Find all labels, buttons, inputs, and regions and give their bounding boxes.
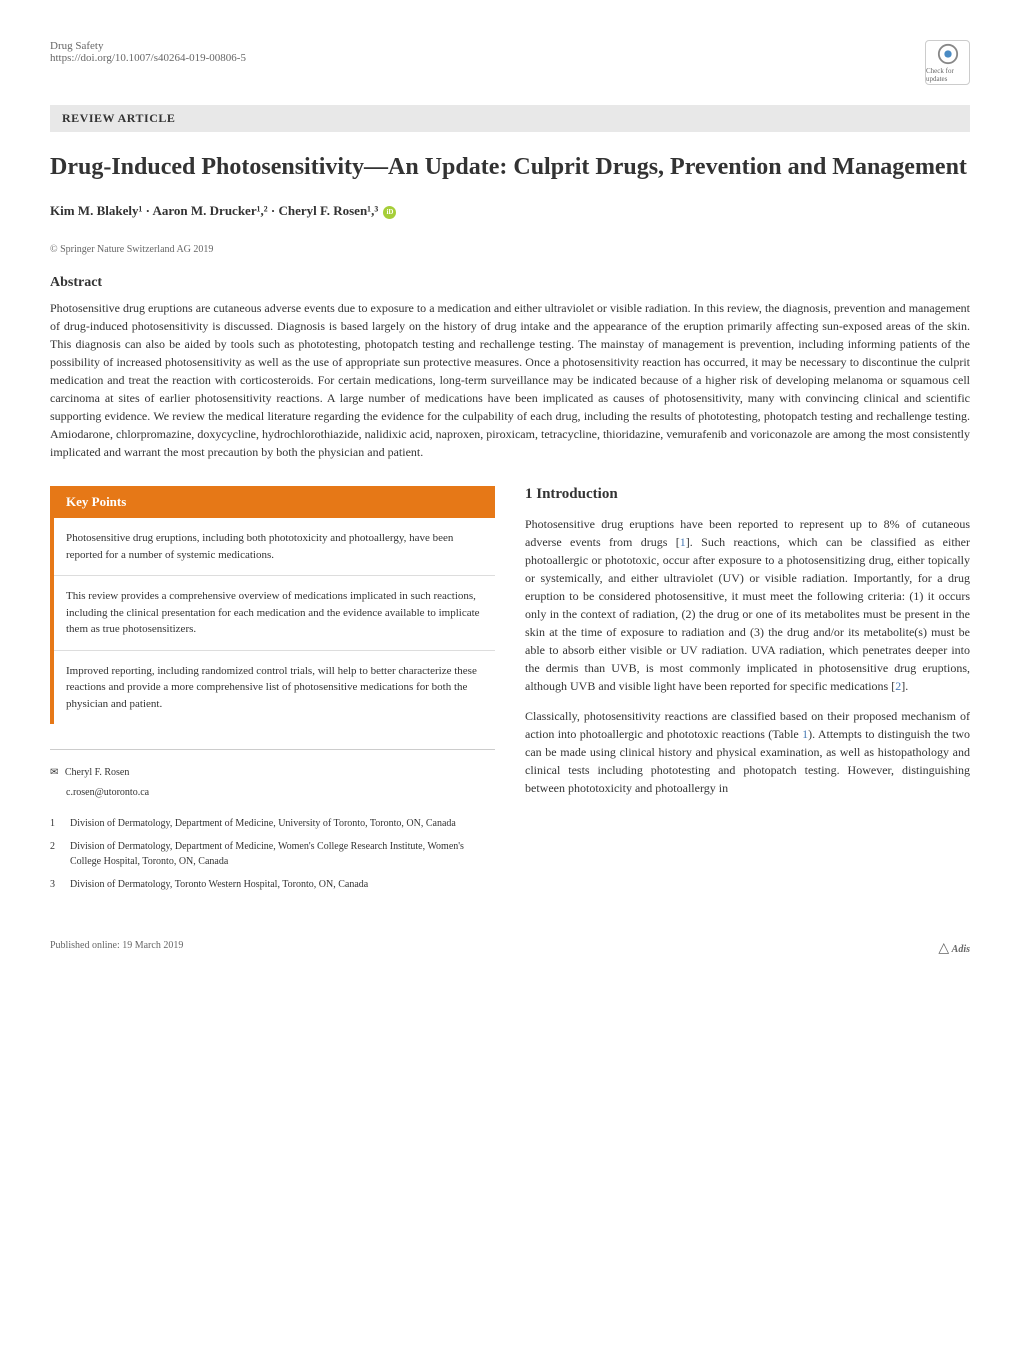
affiliation-num: 1 xyxy=(50,816,55,831)
published-date: Published online: 19 March 2019 xyxy=(50,940,183,957)
journal-info: Drug Safety https://doi.org/10.1007/s402… xyxy=(50,40,246,64)
key-point: This review provides a comprehensive ove… xyxy=(54,576,495,651)
journal-doi: https://doi.org/10.1007/s40264-019-00806… xyxy=(50,52,246,64)
article-type: REVIEW ARTICLE xyxy=(50,105,970,132)
affiliation: 1 Division of Dermatology, Department of… xyxy=(50,816,495,831)
key-point: Improved reporting, including randomized… xyxy=(54,651,495,725)
affiliations: 1 Division of Dermatology, Department of… xyxy=(50,816,495,892)
check-updates-badge[interactable]: Check for updates xyxy=(925,40,970,85)
authors: Kim M. Blakely¹ · Aaron M. Drucker¹,² · … xyxy=(50,203,970,219)
two-column-layout: Key Points Photosensitive drug eruptions… xyxy=(50,486,970,900)
affiliation-text: Division of Dermatology, Department of M… xyxy=(70,818,456,829)
key-point: Photosensitive drug eruptions, including… xyxy=(54,518,495,576)
correspondence-email: c.rosen@utoronto.ca xyxy=(50,785,495,801)
orcid-icon[interactable] xyxy=(383,206,396,219)
corresponding-author: ✉ Cheryl F. Rosen xyxy=(50,765,495,781)
footer: Published online: 19 March 2019 △ Adis xyxy=(50,940,970,957)
journal-header: Drug Safety https://doi.org/10.1007/s402… xyxy=(50,40,970,85)
triangle-icon: △ xyxy=(938,941,949,956)
text: ]. Such reactions, which can be classifi… xyxy=(525,535,970,693)
affiliation-num: 3 xyxy=(50,877,55,892)
check-updates-label: Check for updates xyxy=(926,67,969,83)
affiliation-num: 2 xyxy=(50,839,55,854)
journal-name: Drug Safety xyxy=(50,40,246,52)
left-column: Key Points Photosensitive drug eruptions… xyxy=(50,486,495,900)
envelope-icon: ✉ xyxy=(50,765,58,781)
check-updates-icon xyxy=(937,43,959,65)
abstract-heading: Abstract xyxy=(50,275,970,291)
correspondence-name: Cheryl F. Rosen xyxy=(65,767,129,778)
correspondence-block: ✉ Cheryl F. Rosen c.rosen@utoronto.ca 1 … xyxy=(50,749,495,892)
key-points-heading: Key Points xyxy=(54,486,495,518)
affiliation-text: Division of Dermatology, Department of M… xyxy=(70,841,464,867)
publisher-name: Adis xyxy=(952,944,970,955)
key-points-box: Key Points Photosensitive drug eruptions… xyxy=(50,486,495,724)
intro-para-1: Photosensitive drug eruptions have been … xyxy=(525,515,970,695)
publisher-logo: △ Adis xyxy=(938,940,970,957)
text: ]. xyxy=(901,679,908,693)
authors-line: Kim M. Blakely¹ · Aaron M. Drucker¹,² · … xyxy=(50,203,378,218)
copyright: © Springer Nature Switzerland AG 2019 xyxy=(50,244,970,255)
right-column: 1 Introduction Photosensitive drug erupt… xyxy=(525,486,970,900)
intro-heading: 1 Introduction xyxy=(525,486,970,503)
affiliation: 3 Division of Dermatology, Toronto Weste… xyxy=(50,877,495,892)
affiliation: 2 Division of Dermatology, Department of… xyxy=(50,839,495,869)
abstract-text: Photosensitive drug eruptions are cutane… xyxy=(50,299,970,461)
intro-para-2: Classically, photosensitivity reactions … xyxy=(525,707,970,797)
affiliation-text: Division of Dermatology, Toronto Western… xyxy=(70,879,368,890)
article-title: Drug-Induced Photosensitivity—An Update:… xyxy=(50,152,970,183)
